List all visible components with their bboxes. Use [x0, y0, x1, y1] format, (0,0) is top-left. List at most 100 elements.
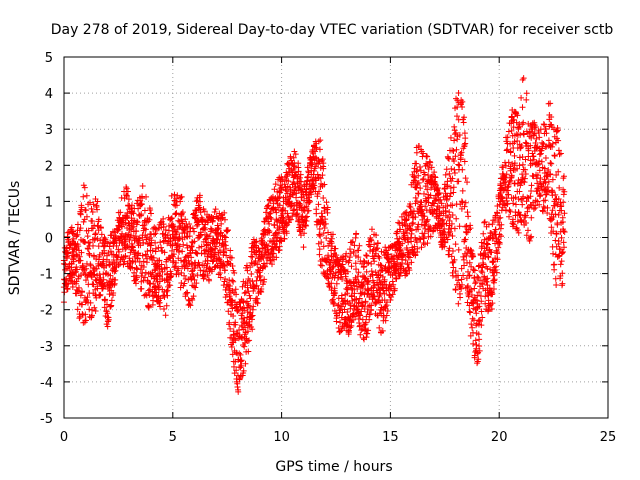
data-point [107, 239, 114, 246]
data-point [124, 209, 131, 216]
data-point [421, 241, 428, 248]
data-point [421, 213, 428, 220]
data-point [485, 254, 492, 261]
data-point [239, 283, 246, 290]
data-point [488, 230, 495, 237]
data-point [458, 149, 465, 156]
data-point [111, 229, 118, 236]
y-tick-label: -1 [40, 268, 53, 283]
data-point [258, 237, 265, 244]
x-tick-label: 25 [600, 430, 617, 445]
x-tick-label: 10 [273, 430, 290, 445]
data-point [497, 214, 504, 221]
data-point [106, 291, 113, 298]
data-point [403, 216, 410, 223]
data-point [313, 144, 320, 151]
data-point [389, 255, 396, 262]
data-point [393, 275, 400, 282]
data-point [464, 229, 471, 236]
data-point [168, 192, 175, 199]
data-point [547, 171, 554, 178]
data-point [92, 230, 99, 237]
data-point [244, 338, 251, 345]
data-point [306, 198, 313, 205]
data-point [246, 337, 253, 344]
data-point [476, 347, 483, 354]
data-point [548, 224, 555, 231]
data-point [172, 263, 179, 270]
data-point [181, 280, 188, 287]
data-point [202, 268, 209, 275]
data-point [147, 206, 154, 213]
data-point [280, 226, 287, 233]
data-point [241, 290, 248, 297]
data-point [479, 260, 486, 267]
data-point [242, 360, 249, 367]
data-point [188, 276, 195, 283]
data-point [133, 274, 140, 281]
data-point [369, 271, 376, 278]
data-point [346, 257, 353, 264]
data-point [277, 189, 284, 196]
data-point [157, 295, 164, 302]
data-point [81, 184, 88, 191]
data-point [481, 218, 488, 225]
data-point [83, 213, 90, 220]
data-point [446, 170, 453, 177]
data-point [89, 312, 96, 319]
data-point [451, 157, 458, 164]
data-point [80, 193, 87, 200]
data-point [117, 209, 124, 216]
data-point [489, 259, 496, 266]
y-tick-label: -2 [40, 304, 53, 319]
data-point [560, 227, 567, 234]
data-point [415, 190, 422, 197]
data-point [336, 258, 343, 265]
data-point [77, 211, 84, 218]
data-point [97, 291, 104, 298]
data-point [317, 262, 324, 269]
data-point [241, 305, 248, 312]
data-point [404, 229, 411, 236]
data-point [246, 277, 253, 284]
data-point [221, 209, 228, 216]
data-point [85, 227, 92, 234]
data-point [262, 263, 269, 270]
data-point [276, 202, 283, 209]
y-tick-label: -4 [40, 376, 53, 391]
data-point [408, 259, 415, 266]
data-point [462, 140, 469, 147]
data-point [256, 249, 263, 256]
data-point [451, 256, 458, 263]
data-point [523, 90, 530, 97]
data-point [535, 184, 542, 191]
data-point [442, 171, 449, 178]
data-point [170, 251, 177, 258]
data-point [534, 187, 541, 194]
data-point [335, 301, 342, 308]
data-point [475, 356, 482, 363]
data-point [390, 281, 397, 288]
data-point [526, 129, 533, 136]
data-point [489, 221, 496, 228]
data-point [465, 213, 472, 220]
data-point [553, 171, 560, 178]
data-point [141, 274, 148, 281]
data-point [478, 267, 485, 274]
data-point [184, 289, 191, 296]
data-point [385, 259, 392, 266]
data-point [557, 246, 564, 253]
data-point [261, 276, 268, 283]
x-tick-label: 15 [382, 430, 399, 445]
data-point [344, 308, 351, 315]
data-point [154, 262, 161, 269]
data-point [461, 262, 468, 269]
data-point [285, 178, 292, 185]
data-point [561, 188, 568, 195]
data-point [266, 254, 273, 261]
data-point [501, 179, 508, 186]
data-point [472, 279, 479, 286]
data-point [233, 367, 240, 374]
data-point [464, 179, 471, 186]
data-point [496, 201, 503, 208]
